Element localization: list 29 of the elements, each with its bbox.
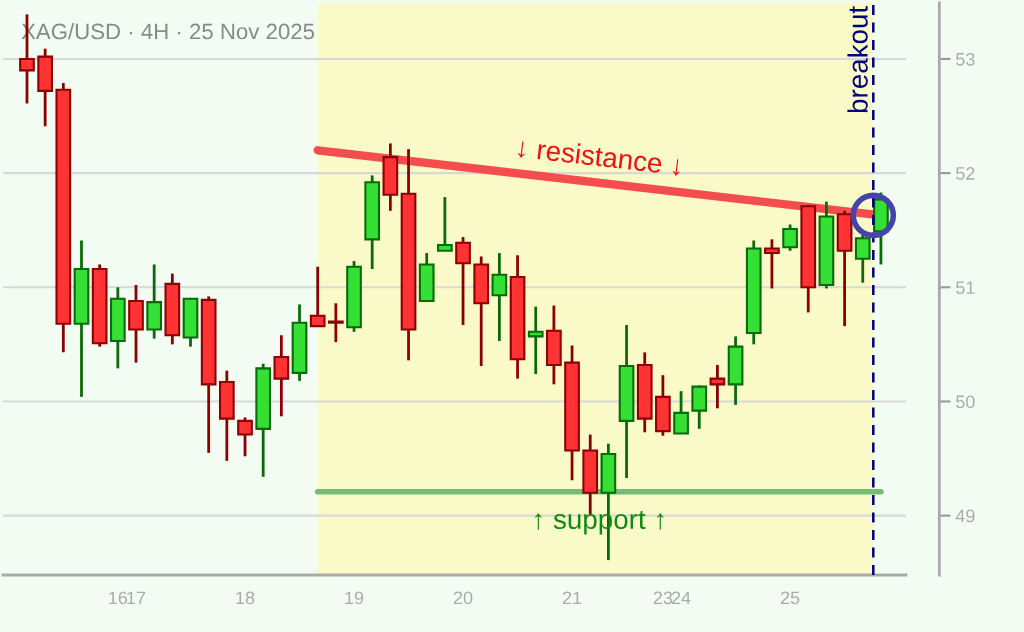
x-tick-label: 18 xyxy=(236,591,255,605)
x-tick-label: 17 xyxy=(127,591,146,605)
candlestick xyxy=(328,301,344,344)
candlestick xyxy=(527,305,544,376)
candlestick xyxy=(437,195,453,253)
candlestick xyxy=(237,416,253,458)
candlestick xyxy=(491,251,508,343)
candlestick xyxy=(309,265,326,328)
candlestick xyxy=(854,232,871,285)
x-tick-label: 24 xyxy=(671,591,691,605)
y-tick-label: 53 xyxy=(956,52,975,66)
candlestick xyxy=(782,223,798,253)
x-tick-label: 23 xyxy=(653,591,673,605)
y-tick-label: 50 xyxy=(956,395,975,409)
x-tick-label: 25 xyxy=(780,591,800,605)
candlestick xyxy=(455,235,471,327)
candlestick xyxy=(691,384,708,431)
annotation: ↓ resistance ↓ xyxy=(517,136,682,177)
x-tick-label: 21 xyxy=(562,591,582,605)
y-tick-label: 52 xyxy=(956,167,975,180)
candlestick xyxy=(273,333,290,418)
candlestick xyxy=(673,389,689,435)
candlestick xyxy=(764,237,780,290)
y-tick-label: 49 xyxy=(955,509,975,523)
annotation: breakout xyxy=(847,6,868,113)
x-tick-label: 20 xyxy=(453,591,473,605)
y-tick-label: 51 xyxy=(956,281,975,295)
x-tick-label: 16 xyxy=(109,591,128,605)
x-tick-label: 19 xyxy=(345,591,364,605)
